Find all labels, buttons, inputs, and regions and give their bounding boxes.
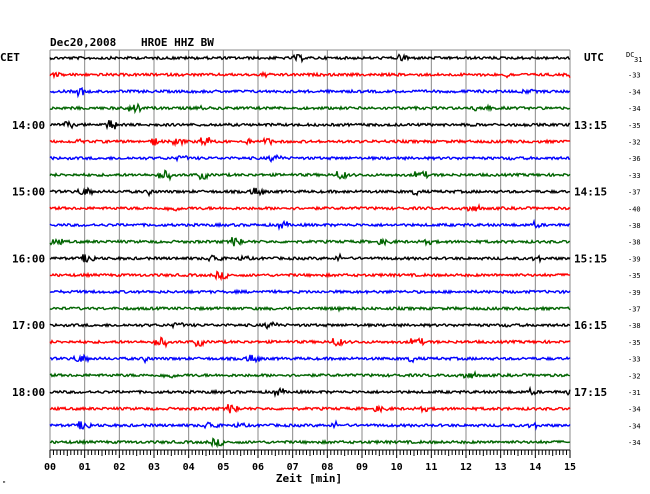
dc-offset-label: -39: [628, 289, 641, 297]
dc-offset-label: -40: [628, 205, 641, 213]
dc-offset-label: -39: [628, 255, 641, 263]
trace-row: [49, 419, 571, 431]
left-hour-label: 18:00: [12, 386, 45, 399]
dc-offset-label: -37: [628, 306, 641, 314]
trace-row: [49, 305, 571, 313]
trace-row: [50, 353, 571, 365]
seismic-traces: [49, 53, 571, 449]
x-axis-title: Zeit [min]: [276, 472, 342, 485]
x-tick-label: 14: [529, 462, 541, 473]
x-tick-label: 12: [460, 462, 472, 473]
dc-offset-label: -38: [628, 222, 641, 230]
dc-offset-label: -34: [628, 422, 641, 430]
x-tick-label: 15: [564, 462, 576, 473]
x-tick-label: 02: [113, 462, 125, 473]
trace-row: [49, 86, 571, 99]
right-zone-label: UTC: [584, 51, 604, 64]
corner-mark: ": [2, 480, 6, 488]
x-tick-label: 00: [44, 462, 56, 473]
dc-offset-label: -36: [628, 155, 641, 163]
dc-offset-label: -33: [628, 72, 641, 80]
dc-offset-label: -32: [628, 139, 641, 147]
x-tick-label: 04: [183, 462, 195, 473]
trace-row: [49, 53, 570, 64]
trace-row: [49, 437, 571, 449]
dc-offset-label: -31: [628, 389, 641, 397]
right-hour-label: 16:15: [574, 319, 607, 332]
x-tick-label: 10: [391, 462, 403, 473]
left-hour-label: 16:00: [12, 252, 45, 265]
x-tick-label: 09: [356, 462, 368, 473]
dc-offset-label: -38: [628, 322, 641, 330]
x-axis: 00 01 02 03 04 05 06 07 08 09 10 11 12 13 14 15: [44, 449, 576, 473]
trace-row: [49, 218, 571, 231]
left-hour-label: 14:00: [12, 119, 45, 132]
x-tick-label: 13: [495, 462, 507, 473]
right-hour-label: 13:15: [574, 119, 607, 132]
x-tick-label: 06: [252, 462, 264, 473]
dc-offset-label: -35: [628, 272, 641, 280]
trace-row: [49, 102, 571, 115]
right-hour-label: 17:15: [574, 386, 607, 399]
dc-header-label: DC: [626, 51, 634, 59]
trace-row: [49, 336, 571, 349]
trace-row: [49, 153, 571, 163]
dc-offset-label: -33: [628, 356, 641, 364]
dc-offset-label: 31: [634, 56, 642, 64]
trace-row: [49, 270, 571, 282]
x-tick-label: 11: [425, 462, 437, 473]
station-label: HROE HHZ BW: [141, 36, 214, 49]
dc-offset-label: -34: [628, 88, 641, 96]
trace-row: [49, 70, 571, 80]
dc-offset-label: -34: [628, 439, 641, 447]
trace-row: [49, 136, 571, 148]
dc-offset-label: -32: [628, 372, 641, 380]
dc-offset-label: -34: [628, 406, 641, 414]
dc-offset-label: -34: [628, 105, 641, 113]
minute-grid: [49, 49, 571, 450]
x-tick-label: 07: [287, 462, 299, 473]
x-tick-label: 01: [79, 462, 91, 473]
dc-offset-label: -35: [628, 122, 641, 130]
trace-row: [49, 288, 571, 295]
hour-labels: 14:00 15:00 16:00 17:00 18:00 13:15 14:15 15:15…: [12, 119, 607, 399]
trace-row: [49, 320, 571, 330]
trace-row: [49, 404, 571, 414]
x-tick-label: 08: [321, 462, 333, 473]
dc-offset-label: -37: [628, 189, 641, 197]
dc-offset-label: -38: [628, 239, 641, 247]
trace-row: [49, 202, 571, 212]
x-tick-label: 03: [148, 462, 160, 473]
trace-row: [49, 169, 571, 182]
trace-row: [49, 252, 571, 264]
trace-row: [49, 369, 571, 379]
left-zone-label: CET: [0, 51, 20, 64]
dc-offset-labels: 31 -33 -34 -34 -35 -32 -36 -33 -37 -40 -38 -38 -39 -3…: [628, 56, 642, 447]
dc-offset-label: -35: [628, 339, 641, 347]
right-hour-label: 15:15: [574, 252, 607, 265]
trace-row: [49, 119, 571, 131]
left-hour-label: 17:00: [12, 319, 45, 332]
trace-row: [49, 237, 571, 247]
dc-offset-label: -33: [628, 172, 641, 180]
date-label: Dec20,2008: [50, 36, 116, 49]
trace-row: [49, 186, 571, 198]
right-hour-label: 14:15: [574, 186, 607, 199]
trace-row: [49, 385, 571, 398]
x-tick-label: 05: [217, 462, 229, 473]
left-hour-label: 15:00: [12, 186, 45, 199]
